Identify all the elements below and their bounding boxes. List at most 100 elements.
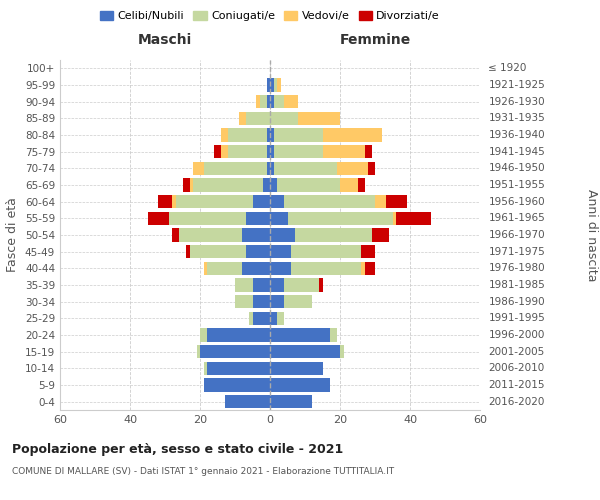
Bar xyxy=(298,112,340,125)
Bar xyxy=(287,212,392,225)
Text: 1971-1975: 1971-1975 xyxy=(488,246,545,256)
Bar xyxy=(203,162,266,175)
Bar xyxy=(221,145,228,158)
Bar xyxy=(270,378,329,392)
Text: 2016-2020: 2016-2020 xyxy=(488,396,545,406)
Bar xyxy=(270,162,274,175)
Bar xyxy=(235,278,253,291)
Bar xyxy=(375,195,386,208)
Bar xyxy=(190,178,193,192)
Bar xyxy=(266,128,270,141)
Bar xyxy=(274,95,284,108)
Text: ≤ 1920: ≤ 1920 xyxy=(488,64,527,74)
Bar xyxy=(274,78,277,92)
Bar xyxy=(274,162,337,175)
Bar xyxy=(266,95,270,108)
Bar xyxy=(270,112,298,125)
Text: 1941-1945: 1941-1945 xyxy=(488,146,545,156)
Bar xyxy=(365,262,375,275)
Text: Maschi: Maschi xyxy=(138,32,192,46)
Text: 1956-1960: 1956-1960 xyxy=(488,196,545,206)
Y-axis label: Fasce di età: Fasce di età xyxy=(7,198,19,272)
Bar xyxy=(172,195,176,208)
Bar xyxy=(260,95,266,108)
Bar xyxy=(358,178,365,192)
Bar xyxy=(270,328,329,342)
Text: 1936-1940: 1936-1940 xyxy=(488,130,545,140)
Bar xyxy=(277,178,340,192)
Bar xyxy=(179,228,242,241)
Text: 1946-1950: 1946-1950 xyxy=(488,164,545,173)
Text: 1931-1935: 1931-1935 xyxy=(488,114,545,124)
Bar xyxy=(291,262,361,275)
Bar xyxy=(274,128,323,141)
Text: 1996-2000: 1996-2000 xyxy=(488,330,545,340)
Bar xyxy=(186,245,190,258)
Bar xyxy=(263,178,270,192)
Bar xyxy=(203,378,270,392)
Bar xyxy=(270,128,274,141)
Bar xyxy=(214,145,221,158)
Bar xyxy=(365,145,371,158)
Bar xyxy=(190,245,245,258)
Bar xyxy=(249,312,253,325)
Text: 1961-1965: 1961-1965 xyxy=(488,214,545,224)
Bar xyxy=(207,328,270,342)
Bar xyxy=(270,78,274,92)
Bar xyxy=(203,262,207,275)
Bar xyxy=(242,228,270,241)
Text: Popolazione per età, sesso e stato civile - 2021: Popolazione per età, sesso e stato civil… xyxy=(12,442,343,456)
Bar xyxy=(270,95,274,108)
Bar xyxy=(361,262,365,275)
Bar xyxy=(253,312,270,325)
Bar xyxy=(242,262,270,275)
Bar xyxy=(239,112,245,125)
Bar xyxy=(228,128,266,141)
Bar xyxy=(270,212,287,225)
Text: Femmine: Femmine xyxy=(340,32,410,46)
Bar xyxy=(221,128,228,141)
Bar xyxy=(284,278,319,291)
Bar xyxy=(253,278,270,291)
Bar xyxy=(270,178,277,192)
Bar xyxy=(193,162,203,175)
Bar xyxy=(270,145,274,158)
Bar xyxy=(228,145,266,158)
Bar xyxy=(284,295,312,308)
Bar xyxy=(284,95,298,108)
Bar xyxy=(270,395,312,408)
Bar xyxy=(148,212,169,225)
Bar xyxy=(361,245,375,258)
Bar xyxy=(200,328,207,342)
Bar xyxy=(176,195,253,208)
Bar xyxy=(169,212,245,225)
Text: 2006-2010: 2006-2010 xyxy=(488,364,545,374)
Bar xyxy=(319,278,323,291)
Text: 2001-2005: 2001-2005 xyxy=(488,346,545,356)
Bar xyxy=(224,395,270,408)
Bar xyxy=(270,195,284,208)
Bar xyxy=(207,362,270,375)
Bar xyxy=(207,262,242,275)
Bar xyxy=(253,295,270,308)
Bar xyxy=(323,128,382,141)
Bar xyxy=(284,195,375,208)
Bar xyxy=(172,228,179,241)
Bar xyxy=(368,162,375,175)
Bar xyxy=(197,345,200,358)
Bar xyxy=(200,345,270,358)
Bar xyxy=(291,245,361,258)
Bar xyxy=(203,362,207,375)
Bar xyxy=(329,328,337,342)
Bar xyxy=(193,178,263,192)
Bar xyxy=(277,78,281,92)
Bar xyxy=(340,178,358,192)
Bar xyxy=(270,345,340,358)
Bar xyxy=(386,195,407,208)
Bar xyxy=(253,195,270,208)
Bar xyxy=(371,228,389,241)
Bar xyxy=(266,145,270,158)
Bar xyxy=(235,295,253,308)
Bar xyxy=(277,312,284,325)
Bar xyxy=(266,162,270,175)
